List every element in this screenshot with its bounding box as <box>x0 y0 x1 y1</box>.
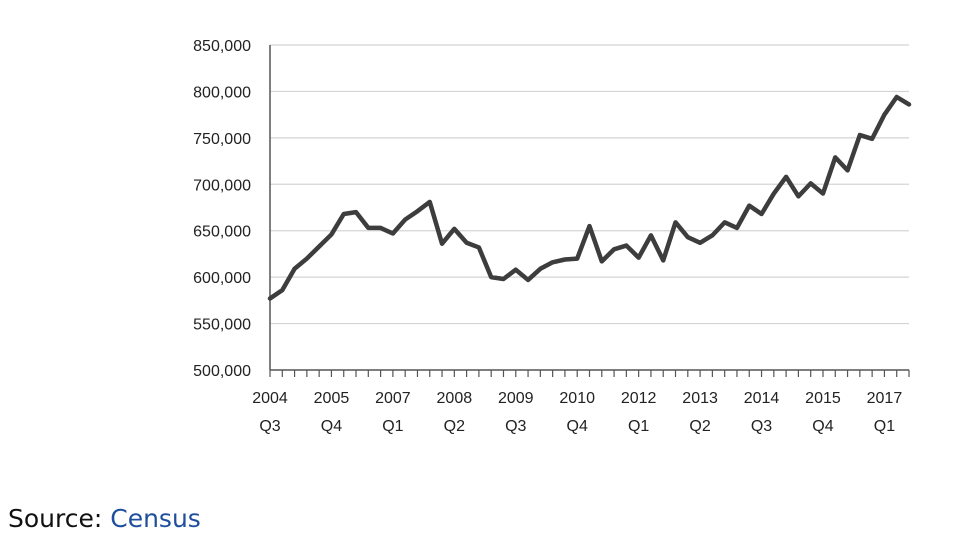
y-tick-label: 600,000 <box>193 270 251 287</box>
y-tick-label: 850,000 <box>193 38 251 55</box>
x-tick-label-year: 2009 <box>498 390 534 407</box>
y-axis-tick-labels: 850,000 800,000 750,000 700,000 650,000 600,0… <box>193 38 251 380</box>
x-tick-label-quarter: Q4 <box>567 418 588 435</box>
x-tick-label-year: 2004 <box>252 390 288 407</box>
y-tick-label: 650,000 <box>193 224 251 241</box>
x-tick-label-quarter: Q2 <box>689 418 710 435</box>
x-tick-label-quarter: Q4 <box>321 418 342 435</box>
x-tick-label-quarter: Q3 <box>505 418 526 435</box>
x-tick-label-quarter: Q3 <box>259 418 280 435</box>
x-tick-label-quarter: Q3 <box>751 418 772 435</box>
x-tick-label-year: 2014 <box>744 390 780 407</box>
x-tick-label-year: 2013 <box>682 390 718 407</box>
line-chart: 850,000 800,000 750,000 700,000 650,000 600,0… <box>193 38 912 435</box>
y-tick-label: 750,000 <box>193 131 251 148</box>
x-tick-label-quarter: Q1 <box>874 418 895 435</box>
x-axis-tick-marks <box>269 370 910 377</box>
x-tick-label-quarter: Q4 <box>812 418 833 435</box>
x-tick-label-year: 2015 <box>805 390 841 407</box>
source-label: Source: <box>8 504 103 533</box>
x-tick-label-quarter: Q1 <box>628 418 649 435</box>
x-tick-label-year: 2017 <box>867 390 903 407</box>
x-tick-label-quarter: Q2 <box>444 418 465 435</box>
y-tick-label: 700,000 <box>193 177 251 194</box>
series-line <box>267 94 912 301</box>
x-tick-label-year: 2012 <box>621 390 657 407</box>
x-tick-label-quarter: Q1 <box>382 418 403 435</box>
x-tick-label-year: 2010 <box>559 390 595 407</box>
x-tick-label-year: 2008 <box>437 390 473 407</box>
x-axis-tick-labels: 2004 Q3 2005 Q4 2007 Q1 2008 Q2 2009 Q3 2010 Q4 2012… <box>252 390 902 435</box>
axes <box>269 45 909 371</box>
source-note: Source: Census <box>8 504 201 533</box>
source-link[interactable]: Census <box>110 504 201 533</box>
y-tick-label: 550,000 <box>193 317 251 334</box>
y-tick-label: 500,000 <box>193 363 251 380</box>
x-tick-label-year: 2007 <box>375 390 411 407</box>
x-tick-label-year: 2005 <box>314 390 350 407</box>
y-tick-label: 800,000 <box>193 84 251 101</box>
